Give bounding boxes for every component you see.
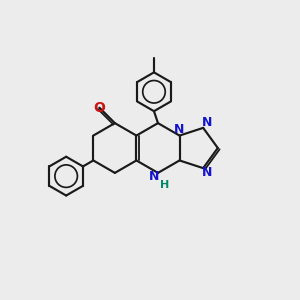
Text: N: N xyxy=(174,123,185,136)
Text: N: N xyxy=(202,116,212,129)
Text: O: O xyxy=(93,100,105,115)
Text: N: N xyxy=(202,166,212,178)
Text: H: H xyxy=(160,180,170,190)
Text: N: N xyxy=(149,170,159,183)
